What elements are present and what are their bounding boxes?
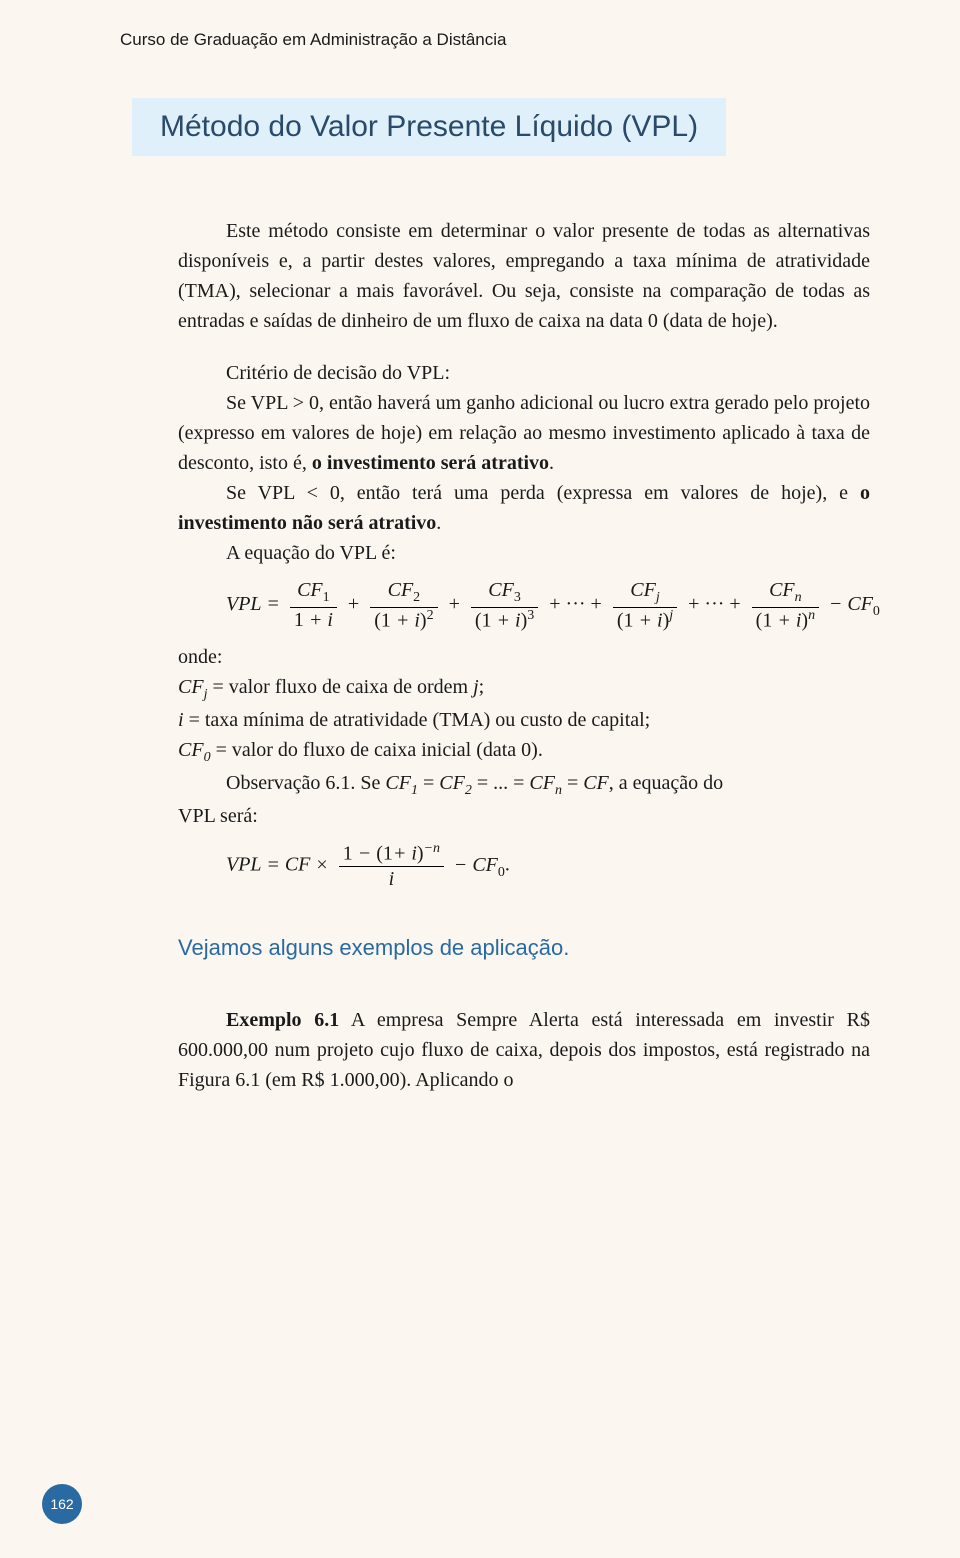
obs-a: Observação 6.1. Se (226, 772, 385, 794)
criterio-neg-tail: . (436, 512, 441, 534)
def-cfj: CFj = valor fluxo de caixa de ordem j; (178, 672, 870, 705)
example-label: Exemplo 6.1 (226, 1009, 339, 1031)
criterio-neg-text: Se VPL < 0, então terá uma perda (expres… (226, 482, 860, 504)
def-cf0-text: = valor do fluxo de caixa inicial (data … (211, 739, 543, 761)
def-cfj-sym: CF (178, 676, 204, 698)
vpl-formula-main: VPL= CF11 + i + CF2(1 + i)2 + CF3(1 + i)… (226, 578, 870, 632)
course-header: Curso de Graduação em Administração a Di… (120, 30, 870, 50)
observation: Observação 6.1. Se CF1 = CF2 = ... = CFn… (178, 768, 870, 801)
examples-callout: Vejamos alguns exemplos de aplicação. (178, 935, 870, 961)
obs-c: , a equação do (609, 772, 723, 794)
def-i-text: = taxa mínima de atratividade (TMA) ou c… (184, 709, 651, 731)
criterio-label: Critério de decisão do VPL: (178, 358, 870, 388)
intro-paragraph: Este método consiste em determinar o val… (178, 216, 870, 336)
def-cf0: CF0 = valor do fluxo de caixa inicial (d… (178, 735, 870, 768)
def-cfj-tail: ; (479, 676, 485, 698)
criterio-negative: Se VPL < 0, então terá uma perda (expres… (178, 478, 870, 538)
example-body: Exemplo 6.1 A empresa Sempre Alerta está… (178, 1005, 870, 1095)
criterio-pos-bold: o investimento será atrativo (312, 452, 549, 474)
page-number-badge: 162 (42, 1484, 82, 1524)
section-title: Método do Valor Presente Líquido (VPL) (160, 110, 698, 143)
criterio-positive: Se VPL > 0, então haverá um ganho adicio… (178, 388, 870, 478)
def-cfj-text: = valor fluxo de caixa de ordem (207, 676, 473, 698)
def-i: i = taxa mínima de atratividade (TMA) ou… (178, 705, 870, 735)
document-page: Curso de Graduação em Administração a Di… (0, 0, 960, 1558)
example-6-1: Exemplo 6.1 A empresa Sempre Alerta está… (178, 1005, 870, 1095)
obs-d: VPL será: (178, 801, 870, 831)
onde-label: onde: (178, 642, 870, 672)
vpl-formula-simplified: VPL=CF× 1 − (1+ i)−n i −CF0. (226, 841, 870, 891)
page-number: 162 (50, 1496, 73, 1512)
content-body: Este método consiste em determinar o val… (178, 216, 870, 891)
section-title-box: Método do Valor Presente Líquido (VPL) (132, 98, 726, 156)
criterio-pos-tail: . (549, 452, 554, 474)
equation-label: A equação do VPL é: (178, 538, 870, 568)
obs-b: = ... = (472, 772, 530, 794)
def-cf0-sym: CF (178, 739, 204, 761)
